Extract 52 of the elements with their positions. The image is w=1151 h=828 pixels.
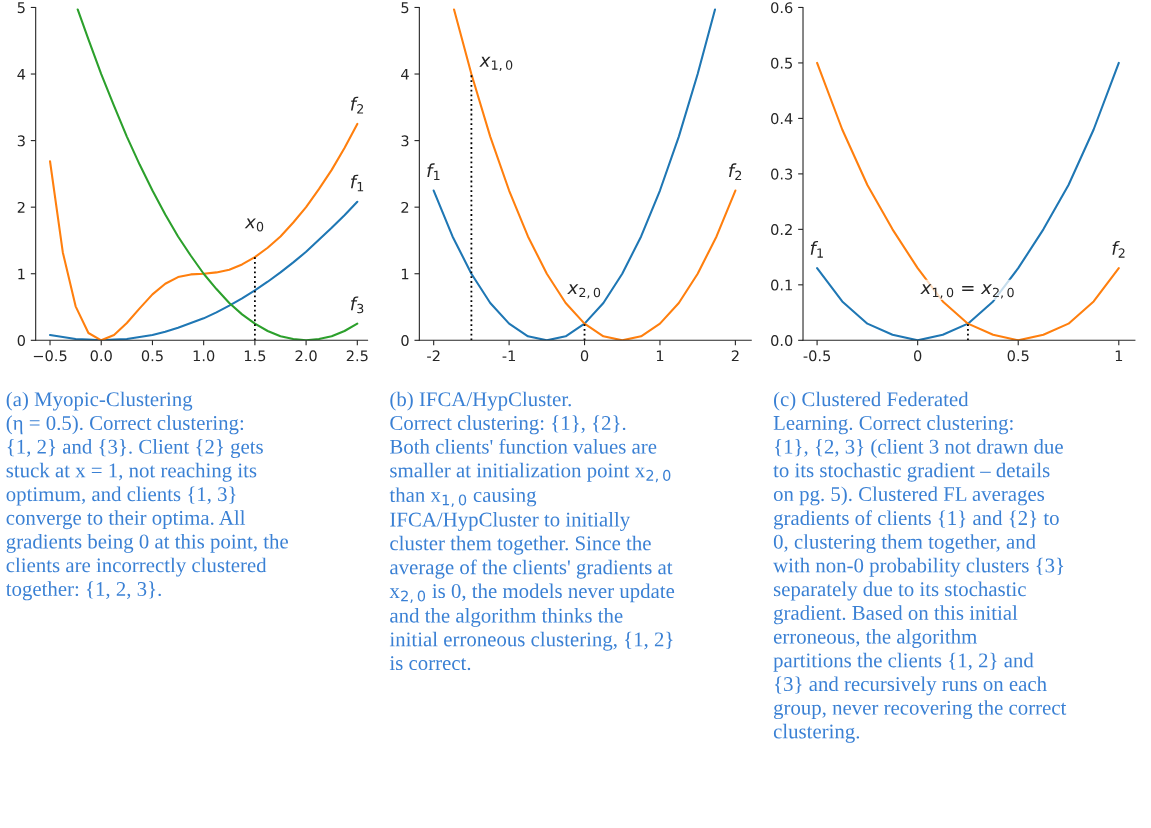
y-tick-label: 4 xyxy=(17,68,26,80)
x-tick-label: 2.0 xyxy=(295,350,317,362)
y-tick-label: 1 xyxy=(18,268,25,280)
x-tick-label: 1 xyxy=(1115,350,1123,362)
x-tick-label: 2.5 xyxy=(346,350,368,362)
y-tick-label: 4 xyxy=(401,68,409,80)
y-tick-label: 3 xyxy=(17,135,25,147)
series-label: f$_{1}$ xyxy=(810,240,823,258)
annotation: x$_{1,0}$ xyxy=(479,56,513,72)
series-label: f$_{1}$ xyxy=(427,163,440,181)
y-tick-label: 1 xyxy=(401,268,409,280)
y-tick-label: 0.0 xyxy=(771,335,793,347)
y-tick-label: 2 xyxy=(17,201,25,213)
line-series xyxy=(48,122,359,341)
x-tick-label: 1 xyxy=(656,350,664,362)
x-tick-label: 0.0 xyxy=(90,350,112,362)
x-tick-label: 0 xyxy=(580,350,589,362)
series-label: f$_{2}$ xyxy=(1112,240,1125,258)
y-tick-label: 0 xyxy=(17,335,25,347)
y-tick-label: 0.3 xyxy=(771,168,793,180)
line-series xyxy=(76,8,359,341)
series-label: f$_{2}$ xyxy=(729,163,742,181)
annotation: x$_{0}$ xyxy=(244,218,264,232)
x-tick-label: 1.5 xyxy=(244,350,266,362)
y-tick-label: 0.4 xyxy=(771,113,793,125)
y-tick-label: 2 xyxy=(401,201,409,213)
text: (b) IFCA/HypCluster. Correct clustering: {1}, {2}. Both clients' function values are smaller at initialization point x$_{2,0}$ than x$_{1,0}$ causing IFCA/HypCluster to initially cluster them together. Since the average of the clients' gradients at x$_{2,0}$ is 0, the models never update and the algorithm thinks the initial erroneous clustering, {1, 2} is correct. xyxy=(389,391,675,671)
x-tick-label: −0.5 xyxy=(33,350,67,362)
series-label: f$_{3}$ xyxy=(350,296,364,314)
x-tick-label: -1 xyxy=(502,350,516,362)
x-tick-label: -0.5 xyxy=(803,350,831,362)
y-tick-label: 0.2 xyxy=(771,224,792,236)
y-tick-label: 0.1 xyxy=(771,279,792,291)
series-label: f$_{1}$ xyxy=(350,174,364,192)
x-tick-label: -2 xyxy=(427,350,440,362)
x-tick-label: 0 xyxy=(913,350,922,362)
y-tick-label: 0.6 xyxy=(771,2,793,14)
x-tick-label: 0.5 xyxy=(1007,350,1029,362)
series-label: f$_{2}$ xyxy=(350,96,364,114)
line-series xyxy=(48,200,359,341)
text: (c) Clustered Federated Learning. Correct clustering: {1}, {2, 3} (client 3 not drawn due to its stochastic gradient – details on pg. 5). Clustered FL averages gradients of clients {1} and {2} to 0, clustering them together, and with non-0 probability clusters {3} separately due to its stochastic gradient. Based on this initial erroneous, the algorithm partitions the clients {1, 2} and {3} and recursively runs on each group, never recovering the correct clustering. xyxy=(773,391,1067,743)
y-tick-label: 0 xyxy=(401,335,409,347)
y-tick-label: 0.5 xyxy=(771,57,793,69)
y-tick-label: 5 xyxy=(401,2,409,14)
text: (a) Myopic-Clustering (η = 0.5). Correct clustering: {1, 2} and {3}. Client {2} gets stuck at x = 1, not reaching its optimum, and clients {1, 3} converge to their optima. All gradients being 0 at this point, the clients are incorrectly clustered together: {1, 2, 3}. xyxy=(5,391,288,601)
annotation: x$_{1,0}$ = x$_{2,0}$ xyxy=(920,284,1014,299)
y-tick-label: 5 xyxy=(17,2,25,14)
y-tick-label: 3 xyxy=(401,135,409,147)
annotation: x$_{2,0}$ xyxy=(567,284,601,299)
x-tick-label: 1.0 xyxy=(193,350,215,362)
x-tick-label: 2 xyxy=(731,350,739,362)
x-tick-label: 0.5 xyxy=(141,350,163,362)
